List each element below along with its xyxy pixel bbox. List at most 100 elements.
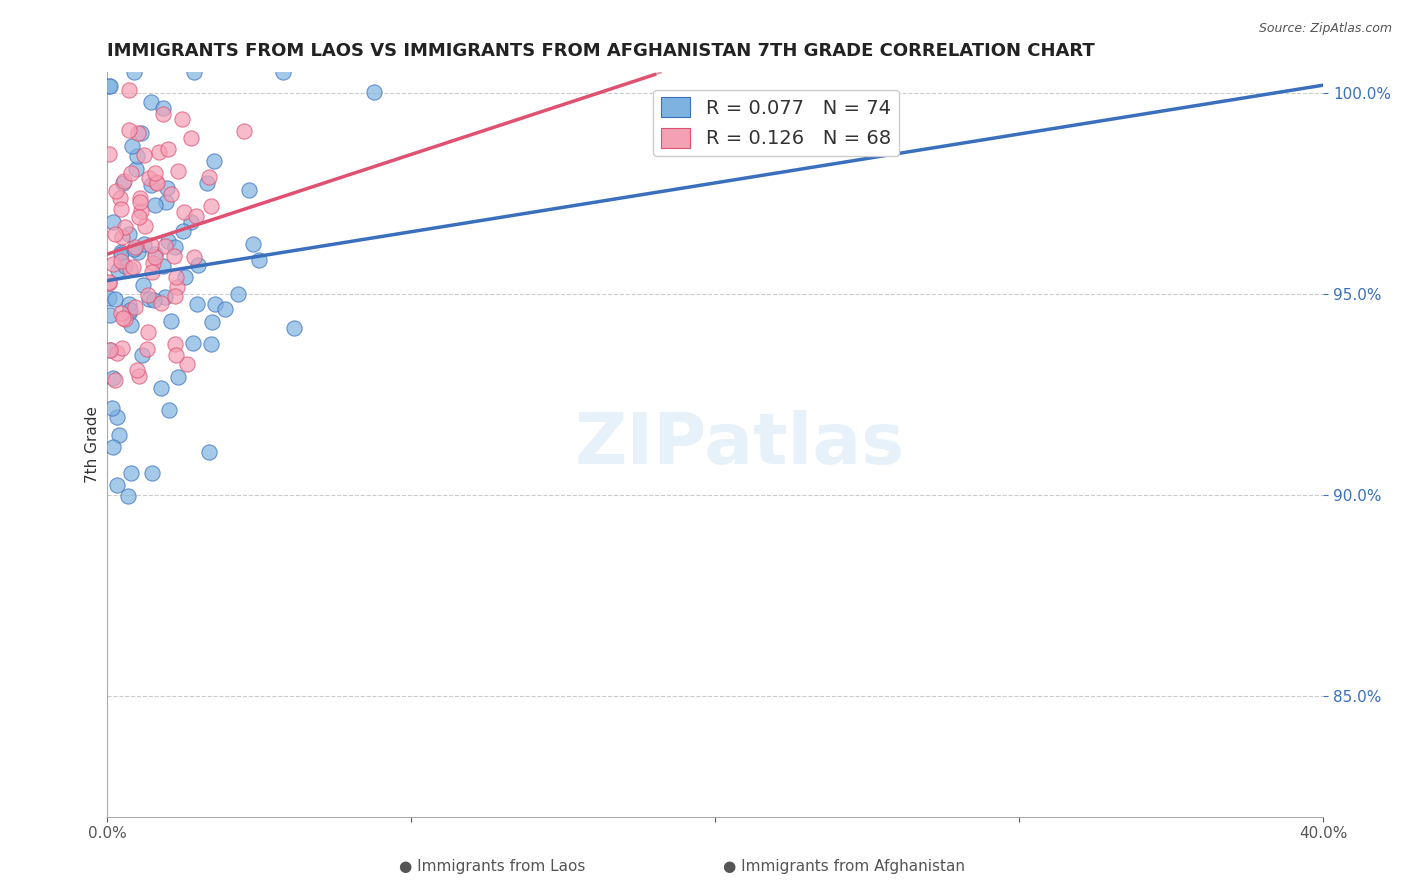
Point [143,250,166,264]
Point [101,401,124,416]
Text: ● Immigrants from Laos: ● Immigrants from Laos [399,859,585,874]
Point [98,308,121,322]
Point [110,246,132,260]
Point [142,255,165,269]
Point [127,127,149,141]
Point [122,65,145,79]
Point [118,227,141,242]
Point [105,346,128,360]
Point [136,288,159,302]
Point [120,318,142,333]
Point [165,270,187,285]
Point [165,348,187,362]
Point [172,224,194,238]
Point [127,245,149,260]
Point [108,190,131,204]
Point [114,259,136,273]
Point [127,363,149,377]
Point [124,300,146,314]
Point [118,297,141,311]
Point [104,227,127,241]
Point [152,106,174,120]
Point [120,262,142,277]
Point [129,204,152,219]
Point [98,343,121,357]
Point [110,202,132,216]
Point [111,310,134,325]
Point [143,247,166,261]
Point [104,373,127,387]
Point [117,306,139,320]
Point [112,174,135,188]
Legend: R = 0.077   N = 74, R = 0.126   N = 68: R = 0.077 N = 74, R = 0.126 N = 68 [654,89,898,156]
Point [163,337,186,351]
Point [124,161,146,176]
Point [110,341,132,355]
Point [142,293,165,307]
Point [214,302,236,317]
Point [139,95,162,109]
Point [134,219,156,233]
Point [107,428,129,442]
Point [149,295,172,310]
Point [139,178,162,192]
Point [232,124,254,138]
Point [170,112,193,127]
Point [200,337,222,351]
Point [122,242,145,256]
Point [163,249,186,263]
Point [105,409,128,424]
Point [283,321,305,335]
Point [197,169,219,184]
Point [238,183,260,197]
Point [183,250,205,264]
Point [101,257,124,271]
Point [148,145,170,159]
Point [98,78,121,93]
Point [181,335,204,350]
Point [97,78,120,93]
Point [124,240,146,254]
Point [195,176,218,190]
Point [118,123,141,137]
Point [159,187,181,202]
Point [146,176,169,190]
Point [150,382,173,396]
Point [201,315,224,329]
Point [187,258,209,272]
Point [186,297,208,311]
Point [131,127,153,141]
Point [141,467,163,481]
Point [105,477,128,491]
Point [198,445,221,459]
Point [204,297,226,311]
Point [97,146,120,161]
Point [121,260,143,274]
Point [145,198,167,212]
Point [176,357,198,371]
Point [184,209,207,223]
Point [247,252,270,267]
Point [156,142,179,156]
Point [157,235,180,249]
Point [152,101,174,115]
Point [98,275,121,289]
Point [271,65,294,79]
Y-axis label: 7th Grade: 7th Grade [86,406,100,483]
Point [134,236,156,251]
Point [363,86,385,100]
Point [114,312,136,326]
Point [174,269,197,284]
Text: Source: ZipAtlas.com: Source: ZipAtlas.com [1258,22,1392,36]
Point [129,194,152,209]
Point [155,195,177,210]
Point [173,204,195,219]
Point [141,265,163,279]
Point [180,215,202,229]
Point [145,175,167,189]
Point [128,210,150,224]
Point [165,240,187,254]
Point [120,303,142,318]
Point [180,130,202,145]
Point [202,154,225,169]
